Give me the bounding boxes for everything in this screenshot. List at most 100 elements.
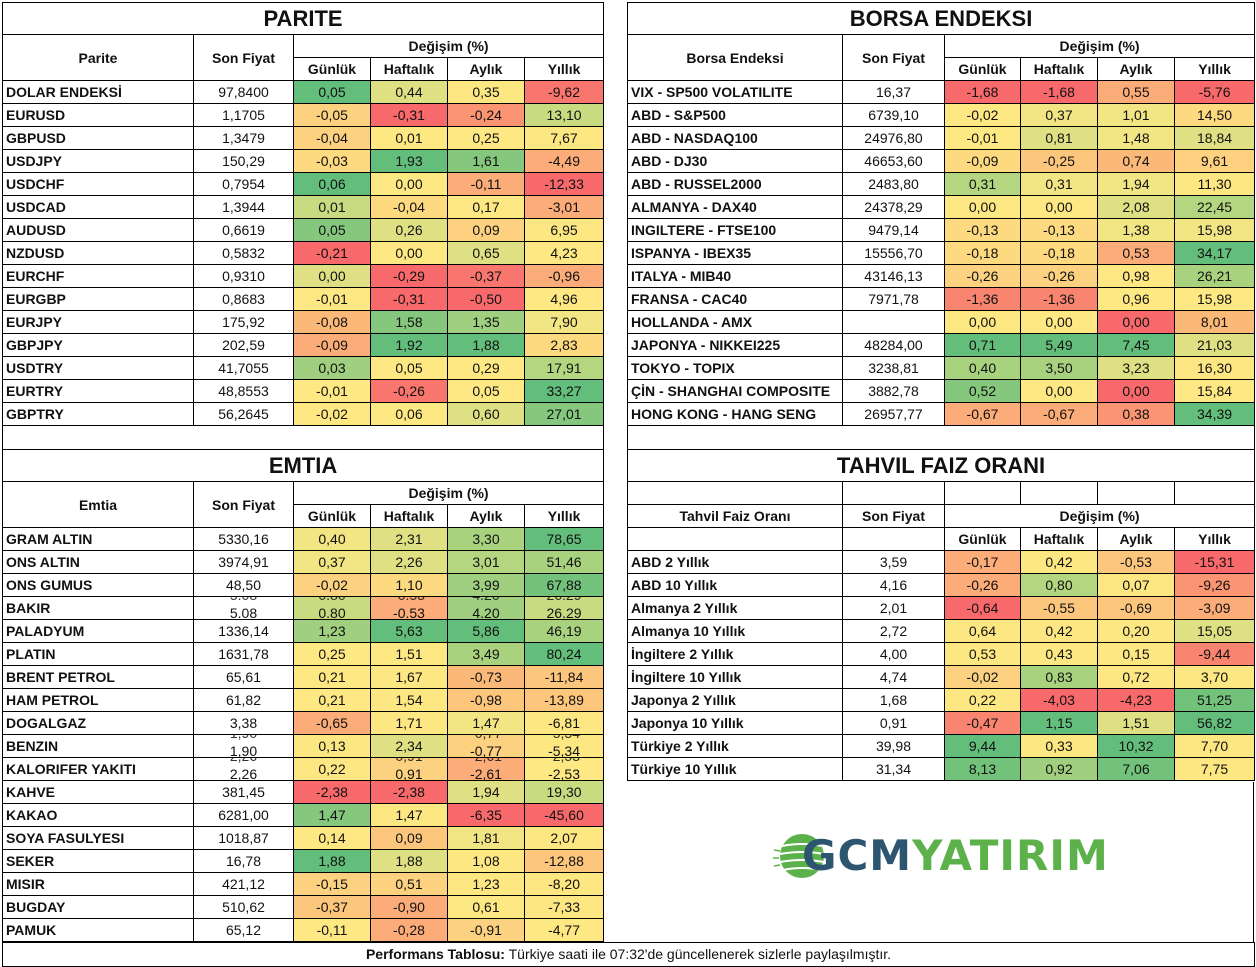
parite-col-monthly: Aylık xyxy=(447,57,525,81)
table-row: AUDUSD 0,6619 0,05 0,26 0,09 6,95 xyxy=(2,218,605,242)
change-weekly: 1,67 xyxy=(370,665,448,689)
change-monthly: 0,74 xyxy=(1097,149,1175,173)
change-weekly: 2,31 xyxy=(370,527,448,551)
row-name: Japonya 2 Yıllık xyxy=(627,688,843,712)
change-daily: -0,02 xyxy=(293,402,371,426)
table-row: Almanya 10 Yıllık 2,72 0,64 0,42 0,20 15,05 xyxy=(627,619,1256,643)
ghost-text: 4.20 xyxy=(449,598,524,607)
row-price: 39,98 xyxy=(842,734,945,758)
parite-table: PARITE Parite Son Fiyat Değişim (%) Günl… xyxy=(1,2,605,426)
cell-value: -5,34 xyxy=(548,743,580,758)
table-row: USDJPY 150,29 -0,03 1,93 1,61 -4,49 xyxy=(2,149,605,173)
table-row: KAKAO 6281,00 1,47 1,47 -6,35 -45,60 xyxy=(2,803,605,827)
blank-cell xyxy=(627,527,843,551)
change-monthly: -4,23 xyxy=(1097,688,1175,712)
table-row: Türkiye 2 Yıllık 39,98 9,44 0,33 10,32 7,70 xyxy=(627,734,1256,758)
row-name: USDTRY xyxy=(2,356,194,380)
blank-cell xyxy=(1097,481,1175,505)
change-daily: -0,01 xyxy=(293,287,371,311)
change-yearly: -15,31 xyxy=(1173,550,1256,574)
row-name: ONS GUMUS xyxy=(2,573,194,597)
change-weekly: 1,51 xyxy=(370,642,448,666)
table-row: EURUSD 1,1705 -0,05 -0,31 -0,24 13,10 xyxy=(2,103,605,127)
row-price: 150,29 xyxy=(193,149,294,173)
row-price: 421,12 xyxy=(193,872,294,896)
footer-text: Türkiye saati ile 07:32'de güncellenerek… xyxy=(504,946,892,962)
table-row: HONG KONG - HANG SENG 26957,77 -0,67 -0,67 0… xyxy=(627,402,1256,426)
change-yearly: 17,91 xyxy=(523,356,605,380)
emtia-col-yearly: Yıllık xyxy=(523,504,605,528)
row-price: 1018,87 xyxy=(193,826,294,850)
change-daily: 0,25 xyxy=(293,642,371,666)
table-row: ABD - DJ30 46653,60 -0,09 -0,25 0,74 9,61 xyxy=(627,149,1256,173)
spacer-left xyxy=(2,426,604,450)
blank-cell xyxy=(944,481,1021,505)
row-price: 56,2645 xyxy=(193,402,294,426)
change-monthly: 1,47 xyxy=(447,711,525,735)
row-price: 97,8400 xyxy=(193,80,294,104)
change-monthly: 3,23 xyxy=(1097,356,1175,380)
change-monthly: -0,37 xyxy=(447,264,525,288)
change-yearly: 6,95 xyxy=(523,218,605,242)
change-daily: 0,00 xyxy=(944,195,1021,219)
ghost-text: -0,77 xyxy=(449,736,524,745)
change-weekly: 0,80 xyxy=(1020,573,1098,597)
row-price: 1,1705 xyxy=(193,103,294,127)
parite-col-change: Değişim (%) xyxy=(292,34,605,58)
change-daily: -0,15 xyxy=(293,872,371,896)
change-weekly: 0,26 xyxy=(370,218,448,242)
row-name: BRENT PETROL xyxy=(2,665,194,689)
table-row: ABD - NASDAQ100 24976,80 -0,01 0,81 1,48 18,8… xyxy=(627,126,1256,150)
ghost-text: 0.80 xyxy=(295,598,370,607)
change-weekly: 1,10 xyxy=(370,573,448,597)
change-yearly: -4,49 xyxy=(523,149,605,173)
change-yearly: -45,60 xyxy=(523,803,605,827)
change-daily: -0,09 xyxy=(944,149,1021,173)
borsa-col-weekly: Haftalık xyxy=(1020,57,1098,81)
row-name: INGILTERE - FTSE100 xyxy=(627,218,843,242)
row-price: 24976,80 xyxy=(842,126,945,150)
row-name: ABD 10 Yıllık xyxy=(627,573,843,597)
change-yearly: 7,67 xyxy=(523,126,605,150)
change-monthly: 0,55 xyxy=(1097,80,1175,104)
table-row: ABD 2 Yıllık 3,59 -0,17 0,42 -0,53 -15,31 xyxy=(627,550,1256,574)
cell-value: 0.80 xyxy=(318,605,346,620)
row-name: BAKIR xyxy=(2,596,194,620)
change-monthly: 1,94 xyxy=(447,780,525,804)
row-name: GBPJPY xyxy=(2,333,194,357)
change-daily: -0,67 xyxy=(944,402,1021,426)
table-row: GRAM ALTIN 5330,16 0,40 2,31 3,30 78,65 xyxy=(2,527,605,551)
row-price: 31,34 xyxy=(842,757,945,781)
change-weekly: 2,26 xyxy=(370,550,448,574)
change-yearly: 15,98 xyxy=(1173,287,1256,311)
change-daily: 0,05 xyxy=(293,80,371,104)
cell-value: -2,61 xyxy=(470,766,502,781)
change-daily: 0,22 xyxy=(293,757,371,781)
change-daily: 0,01 xyxy=(293,195,371,219)
row-name: İngiltere 10 Yıllık xyxy=(627,665,843,689)
change-daily: 0,40 xyxy=(944,356,1021,380)
table-row: ABD - S&P500 6739,10 -0,02 0,37 1,01 14,50 xyxy=(627,103,1256,127)
emtia-col-name: Emtia xyxy=(2,481,194,528)
row-name: KAKAO xyxy=(2,803,194,827)
change-weekly: 3,50 xyxy=(1020,356,1098,380)
change-yearly: -11,84 xyxy=(523,665,605,689)
change-weekly: -0.53-0.53 xyxy=(370,596,448,620)
change-monthly: 0,20 xyxy=(1097,619,1175,643)
change-weekly: 1,88 xyxy=(370,849,448,873)
change-daily: 0,37 xyxy=(293,550,371,574)
change-yearly: 7,90 xyxy=(523,310,605,334)
row-name: ISPANYA - IBEX35 xyxy=(627,241,843,265)
change-yearly: 18,84 xyxy=(1173,126,1256,150)
change-weekly: 0,09 xyxy=(370,826,448,850)
row-price: 0,7954 xyxy=(193,172,294,196)
row-price: 46653,60 xyxy=(842,149,945,173)
change-monthly: 0,38 xyxy=(1097,402,1175,426)
change-weekly: 0,92 xyxy=(1020,757,1098,781)
change-monthly: 0,65 xyxy=(447,241,525,265)
change-yearly: -13,89 xyxy=(523,688,605,712)
blank-cell xyxy=(842,481,945,505)
change-daily: -0,05 xyxy=(293,103,371,127)
change-monthly: -0,98 xyxy=(447,688,525,712)
parite-col-daily: Günlük xyxy=(293,57,371,81)
